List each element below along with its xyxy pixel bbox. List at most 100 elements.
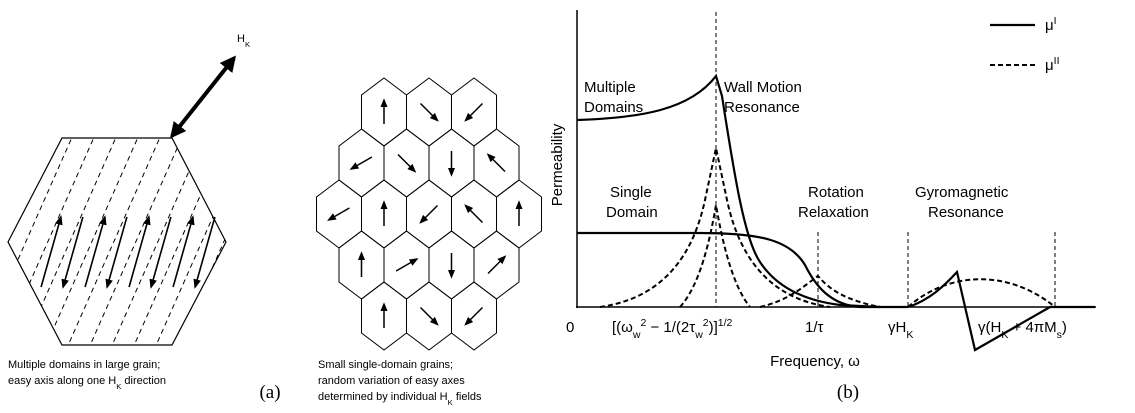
- text-line: [(ωw2 − 1/(2τw2)]1/2: [612, 317, 733, 341]
- subscript: K: [1001, 329, 1008, 341]
- text-line: γ(HK + 4πMs): [978, 319, 1067, 341]
- text-run: γH: [888, 319, 906, 336]
- domain-wall: [0, 135, 29, 350]
- grain-arrow: [398, 155, 415, 172]
- text-line: determined by individual HK fields: [318, 391, 482, 407]
- domain-arrow: [195, 217, 215, 287]
- curve: [680, 205, 750, 307]
- x-tick-label: 0: [566, 319, 574, 336]
- text-line: HK: [237, 33, 251, 49]
- domain-walls: [0, 135, 381, 350]
- domain-arrow: [41, 217, 61, 287]
- domain-wall: [22, 135, 117, 350]
- domain-wall: [242, 135, 337, 350]
- large-grain: [8, 138, 226, 345]
- domain-wall: [176, 135, 271, 350]
- domain-wall: [0, 135, 7, 350]
- grain-arrow: [351, 157, 372, 169]
- text-line: γHK: [888, 319, 913, 341]
- x-tick-label: γ(HK + 4πMs): [978, 319, 1067, 341]
- x-tick-label: γHK: [888, 319, 913, 341]
- subscript: K: [245, 40, 251, 49]
- text-run: μ: [1045, 57, 1054, 74]
- text-run: + 4πM: [1008, 319, 1056, 336]
- text-line: random variation of easy axes: [318, 375, 465, 387]
- grain-caption: Multiple domains in large grain;easy axi…: [8, 359, 166, 391]
- curve: [600, 148, 830, 307]
- text-line: Small single-domain grains;: [318, 359, 453, 371]
- marker-lines: [716, 12, 1055, 307]
- domain-arrows: [41, 217, 215, 287]
- text-run: − 1/(2τ: [646, 319, 695, 336]
- domain-wall: [198, 135, 293, 350]
- text-run: direction: [121, 375, 166, 387]
- text-line: μI: [1045, 15, 1057, 34]
- region-label: Single: [610, 184, 652, 201]
- region-label: Multiple: [584, 79, 636, 96]
- superscript: I: [1054, 15, 1057, 27]
- grain-arrow: [329, 208, 350, 220]
- text-run: determined by individual H: [318, 391, 448, 403]
- domain-arrow: [173, 217, 193, 287]
- grain-arrow: [421, 104, 438, 121]
- field-label: HK: [237, 33, 251, 49]
- text-run: )]: [709, 319, 718, 336]
- curve: [908, 279, 1055, 307]
- subscript: K: [906, 329, 913, 341]
- grain-arrow: [488, 257, 505, 274]
- text-run: γ(H: [978, 319, 1001, 336]
- text-run: random variation of easy axes: [318, 375, 465, 387]
- superscript: 1/2: [718, 317, 733, 329]
- y-axis-label: Permeability: [549, 123, 566, 206]
- text-line: 0: [566, 319, 574, 336]
- superscript: II: [1054, 55, 1060, 67]
- grains-caption: Small single-domain grains; random variat…: [318, 359, 482, 407]
- domain-arrow: [85, 217, 105, 287]
- panel-label: (b): [837, 382, 859, 403]
- domain-wall: [0, 135, 73, 350]
- region-label: Resonance: [724, 99, 800, 116]
- region-label: Relaxation: [798, 204, 869, 221]
- text-run: fields: [453, 391, 482, 403]
- text-run: 0: [566, 319, 574, 336]
- legend-label: μI: [1045, 15, 1057, 34]
- domain-wall: [286, 135, 381, 350]
- domain-wall: [220, 135, 315, 350]
- text-run: Small single-domain grains;: [318, 359, 453, 371]
- text-run: ): [1062, 319, 1067, 336]
- grain-arrow: [488, 155, 505, 172]
- region-label: Resonance: [928, 204, 1004, 221]
- region-label: Rotation: [808, 184, 864, 201]
- domain-arrow: [107, 217, 127, 287]
- x-tick-label: 1/τ: [805, 319, 824, 336]
- region-label: Wall Motion: [724, 79, 802, 96]
- grain-arrow: [466, 104, 483, 121]
- mu-imag-curves: [600, 148, 1055, 307]
- region-label: Domains: [584, 99, 643, 116]
- figure: HK Multiple domains in large grain;easy …: [0, 0, 1135, 413]
- field-arrow: [172, 58, 234, 136]
- subscript: w: [632, 329, 641, 341]
- domain-wall: [264, 135, 359, 350]
- subscript: w: [694, 329, 703, 341]
- domain-arrow: [151, 217, 171, 287]
- region-label: Domain: [606, 204, 658, 221]
- text-run: 1/τ: [805, 319, 824, 336]
- x-axis-label: Frequency, ω: [770, 353, 860, 370]
- x-tick-label: [(ωw2 − 1/(2τw2)]1/2: [612, 317, 733, 341]
- grain-arrow: [421, 206, 438, 223]
- text-run: μ: [1045, 17, 1054, 34]
- grain-arrow: [396, 259, 417, 271]
- grain-arrow: [466, 308, 483, 325]
- region-label: Gyromagnetic: [915, 184, 1009, 201]
- text-line: Multiple domains in large grain;: [8, 359, 160, 371]
- text-line: μII: [1045, 55, 1060, 74]
- grain-array: [317, 78, 542, 350]
- grain-arrow: [421, 308, 438, 325]
- text-line: 1/τ: [805, 319, 824, 336]
- domain-arrow: [63, 217, 83, 287]
- text-run: H: [237, 33, 245, 45]
- grain-arrow: [466, 206, 483, 223]
- legend-label: μII: [1045, 55, 1060, 74]
- panel-label: (a): [259, 382, 280, 403]
